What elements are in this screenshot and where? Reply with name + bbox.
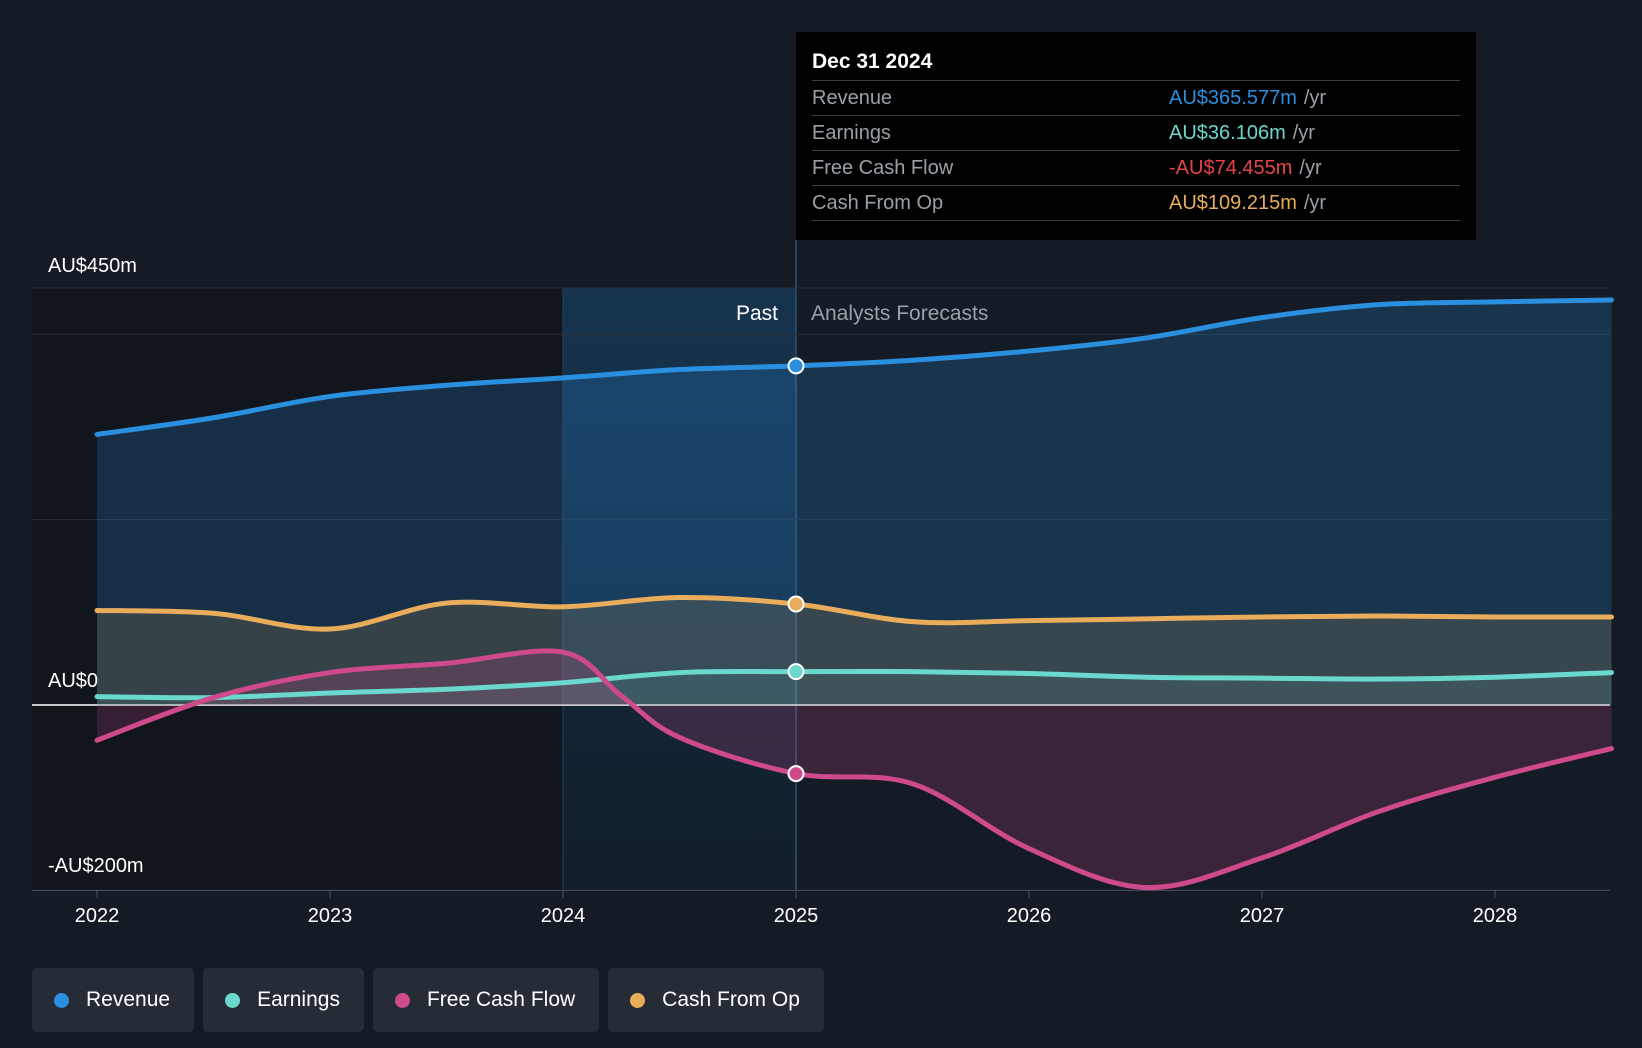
tooltip-row-cash-from-op: Cash From Op AU$109.215m /yr [812,185,1460,221]
free-cash-flow-area [97,650,1612,888]
tooltip-unit: /yr [1303,87,1327,109]
financial-chart: AU$450m AU$0 -AU$200m Past Analysts Fore… [32,240,1614,927]
legend-label: Free Cash Flow [426,988,576,1011]
x-tick-label: 2022 [75,905,120,927]
tooltip-unit: /yr [1299,157,1322,179]
legend-dot-icon [630,992,646,1008]
tooltip-markers [787,357,805,783]
x-tick-label: 2025 [774,905,819,927]
free-cash-flow-line [94,648,1614,891]
cash-from-op-line [94,594,1614,632]
x-tick-label: 2024 [541,905,586,927]
tooltip-unit: /yr [1303,192,1327,214]
legend-label: Revenue [86,988,171,1011]
x-axis-ticks: 2022 2023 2024 2025 2026 2027 2028 [75,890,1518,927]
highlight-region [563,288,796,890]
free-cash-flow-marker [787,765,805,783]
tooltip-row-revenue: Revenue AU$365.577m /yr [812,80,1460,115]
legend-item-cash-from-op[interactable]: Cash From Op [608,968,824,1032]
series-lines [94,297,1614,891]
legend-dot-icon [394,992,410,1008]
revenue-line [94,297,1614,437]
axis-labels: AU$450m AU$0 -AU$200m Past Analysts Fore… [48,255,988,877]
y-axis-top-label: AU$450m [48,255,137,277]
legend: Revenue Earnings Free Cash Flow Cash Fro… [32,968,824,1032]
tooltip-value: AU$365.577m [1169,87,1297,109]
gridlines [32,287,1610,891]
cash-from-op-marker [787,595,805,613]
tooltip-label: Free Cash Flow [812,157,954,179]
x-tick-label: 2028 [1473,905,1518,927]
tooltip-value: AU$109.215m [1169,192,1297,214]
legend-label: Earnings [257,988,340,1011]
tooltip-row-earnings: Earnings AU$36.106m /yr [812,115,1460,150]
legend-item-free-cash-flow[interactable]: Free Cash Flow [372,968,600,1032]
y-axis-zero-label: AU$0 [48,670,98,692]
forecast-label: Analysts Forecasts [811,302,988,325]
earnings-line [94,668,1614,701]
revenue-marker [787,357,805,375]
tooltip-date: Dec 31 2024 [812,50,933,73]
legend-dot-icon [225,992,241,1008]
tooltip-panel: Dec 31 2024 Revenue AU$365.577m /yr Earn… [796,32,1476,240]
tooltip-label: Revenue [812,87,893,109]
tooltip-label: Cash From Op [812,192,944,214]
tooltip-label: Earnings [812,122,891,144]
y-axis-bottom-label: -AU$200m [48,855,144,877]
past-label: Past [736,302,778,325]
tooltip-row-free-cash-flow: Free Cash Flow -AU$74.455m /yr [812,150,1460,185]
tooltip-value: -AU$74.455m [1169,157,1293,179]
legend-item-revenue[interactable]: Revenue [32,968,195,1032]
x-tick-label: 2026 [1007,905,1052,927]
legend-item-earnings[interactable]: Earnings [203,968,364,1032]
earnings-marker [787,663,805,681]
legend-dot-icon [54,992,69,1008]
tooltip-value: AU$36.106m [1169,122,1286,144]
legend-label: Cash From Op [662,988,800,1011]
tooltip-unit: /yr [1292,122,1315,144]
x-tick-label: 2023 [308,905,353,927]
x-tick-label: 2027 [1240,905,1285,927]
